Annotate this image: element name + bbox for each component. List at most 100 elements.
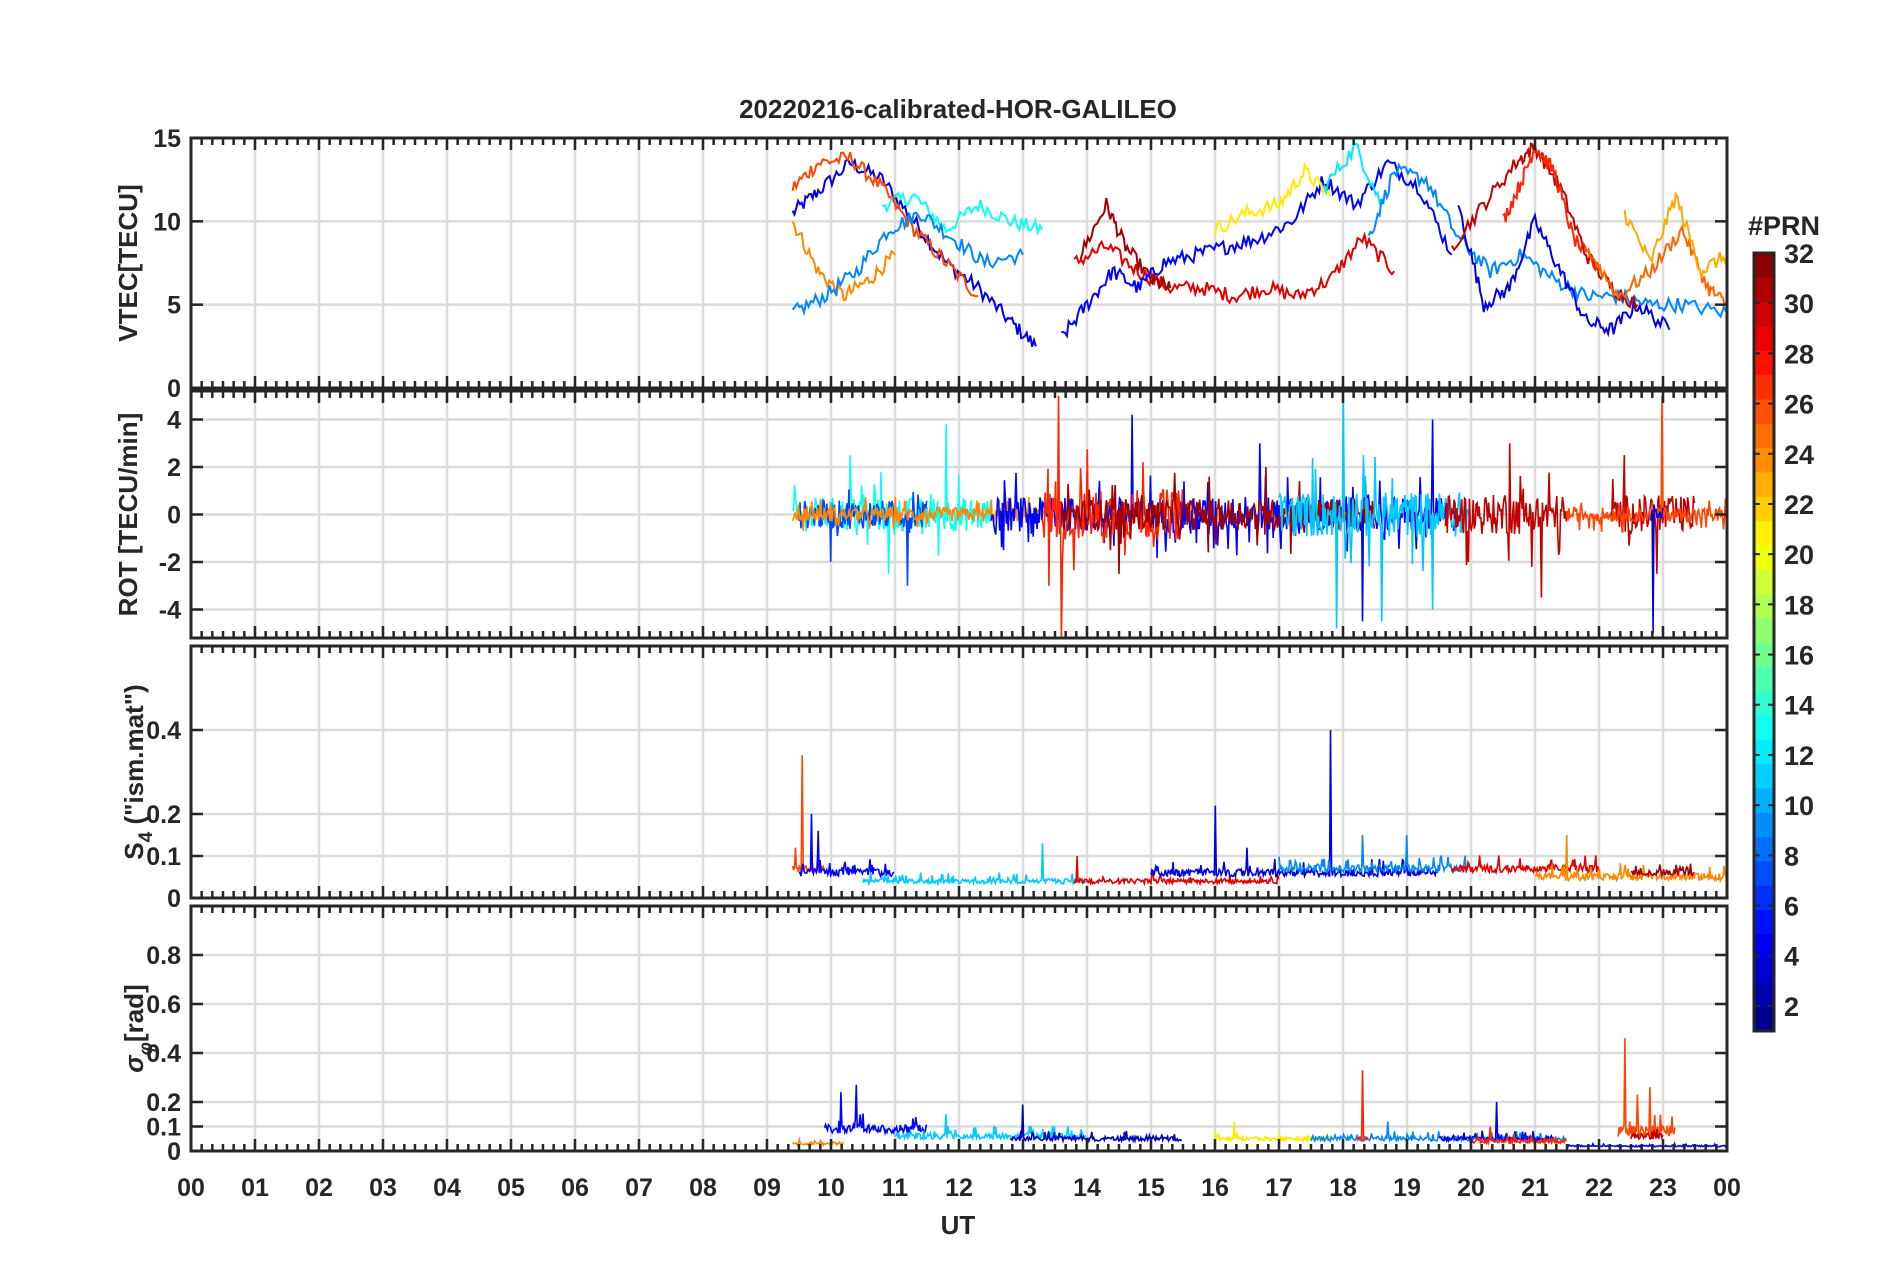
colorbar-segment	[1754, 253, 1774, 278]
colorbar-segment	[1754, 301, 1774, 327]
prn-21-line	[1214, 1121, 1330, 1144]
y-tick-label: 0	[167, 1138, 181, 1166]
colorbar-tick-label: 14	[1784, 691, 1814, 721]
x-tick-label: 20	[1457, 1174, 1485, 1202]
y-tick-label: 0.6	[146, 991, 181, 1019]
sigma-phi-y-label-rest: [rad]	[119, 984, 149, 1042]
colorbar-tick-label: 8	[1784, 841, 1799, 871]
colorbar-segment	[1754, 520, 1774, 546]
colorbar-segment	[1754, 423, 1774, 449]
prn-30-line	[1630, 1128, 1664, 1141]
y-tick-label: 0.4	[146, 1040, 181, 1068]
x-tick-label: 16	[1201, 1174, 1229, 1202]
prn-11-line	[1278, 391, 1471, 629]
s4-y-label-rest: ("ism.mat")	[119, 684, 149, 831]
s4-y-label: S4 ("ism.mat")	[119, 684, 157, 859]
prn-21-line	[1214, 161, 1332, 236]
x-tick-label: 07	[625, 1174, 653, 1202]
x-tick-label: 17	[1265, 1174, 1293, 1202]
prn-29-line	[1073, 855, 1280, 887]
colorbar-segment	[1754, 1006, 1774, 1032]
colorbar-segment	[1754, 277, 1774, 303]
y-tick-label: 0.2	[146, 801, 181, 829]
colorbar-segment	[1754, 471, 1774, 497]
s4-panel: S4 ("ism.mat") 0 0.1 0.2 0.4	[119, 644, 1729, 913]
colorbar-segment	[1754, 350, 1774, 376]
x-tick-label: 11	[882, 1174, 909, 1202]
y-tick-label: 0.1	[146, 843, 181, 871]
x-tick-label: 18	[1329, 1174, 1357, 1202]
prn-25-line	[1585, 223, 1727, 306]
y-tick-label: 0.4	[146, 717, 181, 745]
vtec-panel: VTEC[TECU] 0 5 10 15	[113, 125, 1729, 403]
colorbar-segment	[1754, 447, 1774, 473]
colorbar-tick-label: 4	[1784, 942, 1799, 972]
x-tick-label: 23	[1649, 1174, 1677, 1202]
colorbar-segment	[1754, 933, 1774, 959]
colorbar-segment	[1754, 544, 1774, 570]
x-tick-label: 06	[561, 1174, 589, 1202]
y-tick-label: 15	[153, 125, 181, 153]
sigma-phi-panel: σφ[rad] 00.10.2 0.4 0.6 0.8	[119, 904, 1729, 1166]
y-tick-label: 0	[167, 885, 181, 913]
prn-24-line	[791, 1136, 844, 1148]
series-group	[791, 391, 1727, 638]
prn-26-line	[1566, 395, 1727, 533]
colorbar-segment	[1754, 958, 1774, 983]
s4-y-label-main: S	[119, 842, 149, 859]
x-tick-label: 14	[1073, 1174, 1101, 1202]
colorbar-tick-label: 6	[1784, 892, 1799, 922]
y-tick-label: 5	[167, 292, 181, 320]
colorbar-segment	[1754, 642, 1774, 667]
s4-y-label-sub: 4	[136, 831, 157, 842]
colorbar-tick-label: 22	[1784, 490, 1814, 520]
sigma-phi-y-label: σφ[rad]	[119, 984, 157, 1072]
prn-4-line	[791, 157, 1037, 347]
x-tick-label: 12	[945, 1174, 973, 1202]
prn-4-line	[1150, 729, 1439, 880]
y-tick-label: 0.2	[146, 1089, 181, 1117]
colorbar-tick-label: 16	[1784, 641, 1814, 671]
colorbar-segment	[1754, 666, 1774, 692]
colorbar-segment	[1754, 690, 1774, 716]
colorbar-title: #PRN	[1748, 211, 1820, 241]
colorbar-segment	[1754, 617, 1774, 643]
colorbar-segment	[1754, 787, 1774, 813]
prn-26-line	[791, 151, 979, 298]
colorbar-tick-label: 18	[1784, 590, 1814, 620]
x-tick-label: 19	[1393, 1174, 1421, 1202]
colorbar-segment	[1754, 593, 1774, 619]
x-tick-label: 10	[817, 1174, 845, 1202]
prn-11-line	[862, 843, 1088, 887]
colorbar-tick-label: 20	[1784, 540, 1814, 570]
y-tick-label: -4	[159, 597, 181, 625]
series-group	[791, 729, 1727, 887]
prn-5-line	[1061, 159, 1453, 339]
rot-y-label: ROT [TECU/min]	[113, 413, 143, 617]
prn-5-line	[1566, 1141, 1727, 1149]
colorbar-tick-label: 26	[1784, 390, 1814, 420]
chart-title: 20220216-calibrated-HOR-GALILEO	[739, 94, 1177, 124]
prn-5-line	[823, 1084, 928, 1137]
colorbar-segment	[1754, 982, 1774, 1008]
y-tick-label: 0.8	[146, 942, 181, 970]
colorbar-frame	[1752, 251, 1776, 1033]
sigma-phi-y-label-sub: φ	[136, 1042, 157, 1055]
colorbar-tick-label: 30	[1784, 289, 1814, 319]
prn-26-line	[1617, 1038, 1676, 1139]
prn-5-line	[798, 813, 895, 879]
colorbar-segment	[1754, 836, 1774, 862]
y-tick-label: 4	[167, 407, 181, 435]
prn-27-line	[1502, 149, 1600, 272]
x-tick-label: 00	[177, 1174, 205, 1202]
prn-4-line	[1438, 1101, 1554, 1144]
colorbar-segment	[1754, 812, 1774, 838]
colorbar-segment	[1754, 763, 1774, 789]
prn-4-line	[1457, 205, 1671, 338]
series-group	[791, 1038, 1727, 1149]
colorbar-segment	[1754, 374, 1774, 400]
prn-13-line	[881, 190, 1044, 236]
prn-13-line	[791, 424, 992, 574]
colorbar-segment	[1754, 739, 1774, 765]
